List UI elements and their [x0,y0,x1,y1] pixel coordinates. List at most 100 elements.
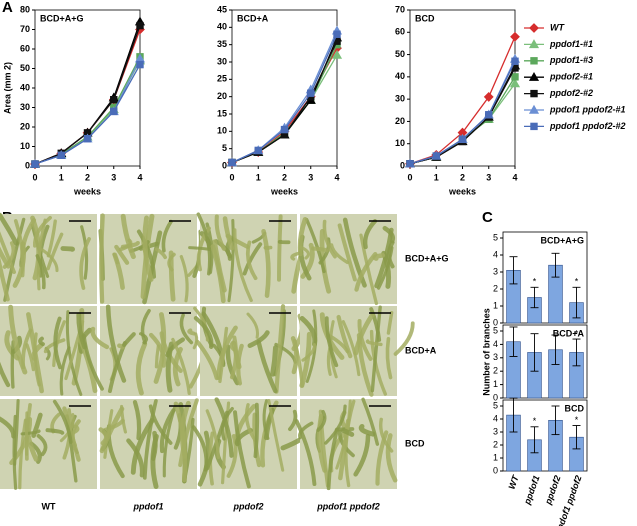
row-label: BCD+A+G [405,253,449,263]
x-axis-label: weeks [270,186,298,196]
filament [130,418,155,475]
series-line [231,34,338,164]
significance-mark: * [533,416,537,426]
filament [353,433,371,477]
filament [165,337,185,358]
filament [357,318,373,361]
filament [142,215,154,282]
filament [0,246,11,269]
y-tick-label: 25 [217,74,227,84]
marker [83,135,92,143]
x-tick-label: 1 [256,172,261,182]
significance-mark: * [575,277,579,287]
filament [297,216,308,257]
filament [361,397,380,446]
filament [62,406,81,462]
marker [483,92,494,102]
marker [254,146,262,155]
y-tick-label: 4 [493,339,498,349]
filament [52,399,73,444]
filament [298,421,314,440]
filament [159,408,176,454]
legend-label: ppdof2-#1 [549,72,593,82]
marker [458,135,467,143]
y-tick-label: 30 [217,56,227,66]
filament [372,253,386,261]
y-tick-label: 10 [20,141,30,151]
filament [172,346,183,387]
filament [187,328,196,336]
y-tick-label: 4 [493,413,498,423]
filament [324,404,347,445]
significance-mark: * [575,328,579,338]
filament [112,252,119,265]
filament [13,399,20,466]
filament [299,331,312,389]
filament [0,416,16,439]
filament [161,219,173,253]
filament [98,427,109,446]
filament [338,418,351,481]
filament [168,250,176,302]
series-line [34,25,141,165]
filament [247,330,270,349]
y-tick-label: 35 [217,39,227,49]
y-tick-label: 10 [395,138,405,148]
filament [277,214,283,282]
x-tick-label: 3 [486,172,491,182]
filament [53,316,63,370]
filament [20,429,41,436]
filament [301,343,316,362]
filament [179,254,189,303]
filament [229,335,238,380]
filament [33,215,52,248]
marker [511,73,519,81]
filament [226,434,238,478]
filament [120,404,127,434]
filament [225,344,240,386]
y-tick-label: 30 [395,94,405,104]
filament [363,219,378,250]
y-tick-label: 30 [20,102,30,112]
filament [35,254,46,290]
filament [188,246,211,251]
filament [178,398,199,468]
y-tick-label: 4 [493,249,498,259]
filament [33,332,41,387]
filament [317,414,328,473]
filament [0,212,19,246]
filament [316,409,327,432]
y-tick-label: 0 [25,160,30,170]
filament [324,316,339,368]
filament [365,339,383,347]
filament [210,244,226,304]
marker [136,21,144,30]
panel-letter: A [2,0,13,16]
filament [214,397,234,458]
filament [0,231,16,274]
filament [386,310,394,335]
legend-label: ppdof1-#3 [549,55,593,65]
y-tick-label: 0 [493,317,498,327]
filament [10,340,15,389]
filament [150,430,158,461]
y-tick-label: 0 [222,160,227,170]
y-tick-label: 20 [395,116,405,126]
y-tick-label: 0 [400,160,405,170]
legend-marker [530,89,538,98]
filament [126,438,145,478]
x-axis-label: weeks [73,186,101,196]
series-line [409,60,516,165]
filament [270,345,278,377]
y-tick-label: 80 [20,4,30,14]
series-line [34,58,141,165]
significance-mark: * [533,277,537,287]
filament [135,341,148,396]
y-tick-label: 60 [395,27,405,37]
filament [236,343,244,386]
legend-label: ppdof1-#1 [549,39,593,49]
filament [277,239,291,245]
filament [114,244,130,265]
panel-title: BCD [565,403,585,413]
x-tick-label: 3 [308,172,313,182]
